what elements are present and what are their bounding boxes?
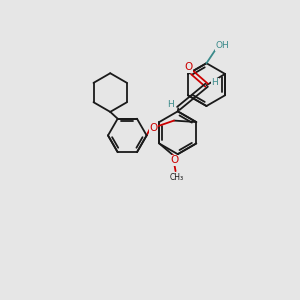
Text: O: O — [149, 123, 157, 133]
Text: CH₃: CH₃ — [170, 172, 184, 182]
Text: O: O — [171, 155, 179, 165]
Text: OH: OH — [216, 41, 230, 50]
Text: H: H — [212, 78, 218, 87]
Text: O: O — [184, 62, 193, 72]
Text: H: H — [167, 100, 173, 109]
